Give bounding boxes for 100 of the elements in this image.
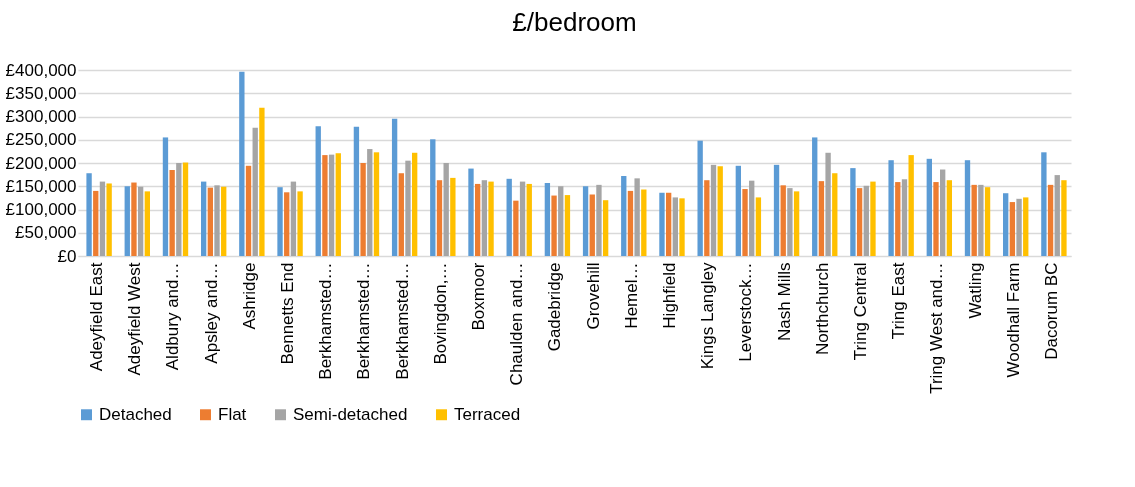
- bar: [564, 195, 571, 256]
- bar: [93, 190, 99, 256]
- bar: [335, 153, 341, 256]
- bar: [780, 185, 786, 256]
- bar: [773, 164, 780, 256]
- x-tick-label: Adeyfield East: [87, 262, 107, 372]
- bar: [926, 158, 932, 256]
- bar: [106, 183, 112, 256]
- x-tick-label: Tring Central: [850, 262, 870, 361]
- x-tick-label: Boxmoor: [469, 262, 489, 331]
- bar: [182, 162, 189, 256]
- y-tick-label: £0: [57, 246, 77, 266]
- bar: [832, 173, 838, 256]
- bar: [214, 185, 220, 256]
- bar: [526, 183, 532, 256]
- bar: [863, 185, 869, 256]
- bar: [850, 168, 856, 256]
- bar: [519, 181, 526, 256]
- x-tick-label: Gadebridge: [545, 262, 565, 352]
- bar: [277, 187, 283, 256]
- y-tick-label: £50,000: [15, 223, 77, 243]
- y-tick-label: £150,000: [5, 176, 77, 196]
- x-tick-label: Apsley and…: [201, 262, 221, 364]
- bar: [391, 118, 398, 256]
- chart-title: £/bedroom: [512, 7, 637, 37]
- y-tick-label: £200,000: [5, 153, 77, 173]
- bar: [621, 176, 627, 256]
- bar: [1047, 184, 1054, 256]
- bar: [940, 169, 946, 256]
- x-tick-label: Woodhall Farm: [1003, 262, 1023, 378]
- y-tick-label: £100,000: [5, 200, 77, 219]
- bar: [169, 169, 175, 256]
- bar: [245, 165, 252, 256]
- bar: [488, 181, 494, 256]
- x-tick-label: Northchurch: [812, 262, 832, 356]
- bar: [672, 197, 678, 256]
- x-tick-label: Kings Langley: [698, 262, 718, 370]
- bar: [793, 191, 800, 256]
- bar: [221, 186, 227, 256]
- bar: [787, 188, 793, 256]
- bar: [443, 163, 449, 256]
- bar: [888, 160, 894, 256]
- bar: [964, 160, 971, 256]
- bar: [360, 163, 366, 256]
- y-tick-label: £350,000: [5, 83, 77, 103]
- bar: [901, 179, 908, 256]
- bar: [405, 160, 411, 256]
- bar: [450, 177, 456, 256]
- bar: [544, 183, 551, 256]
- bar: [430, 139, 436, 256]
- legend-label: Semi-detached: [293, 404, 408, 424]
- bar: [176, 163, 182, 256]
- bar: [131, 182, 137, 256]
- bar: [735, 165, 742, 256]
- bar: [144, 191, 150, 256]
- legend-label: Terraced: [454, 404, 521, 424]
- bar: [634, 178, 640, 256]
- x-tick-label: Highfield: [659, 262, 679, 329]
- bar: [200, 181, 207, 256]
- y-tick-label: £300,000: [5, 107, 77, 126]
- bar: [284, 192, 290, 256]
- x-tick-label: Berkhamsted…: [316, 262, 336, 380]
- bar: [367, 149, 373, 256]
- bar: [710, 164, 717, 256]
- bar: [742, 189, 748, 256]
- y-tick-label: £250,000: [5, 130, 77, 150]
- bar: [1023, 197, 1029, 256]
- x-tick-label: Tring West and…: [927, 262, 947, 394]
- bar: [933, 182, 939, 256]
- x-tick-label: Chaulden and…: [507, 262, 527, 386]
- bar: [641, 189, 647, 256]
- bar: [373, 152, 380, 256]
- bar: [252, 127, 258, 256]
- bar: [697, 140, 703, 256]
- bar: [162, 137, 169, 256]
- bar: [704, 180, 710, 256]
- bar: [239, 71, 245, 256]
- bar: [1054, 175, 1060, 256]
- bar: [870, 181, 876, 256]
- bar: [1041, 152, 1047, 256]
- x-tick-label: Ashridge: [239, 262, 259, 330]
- bar: [551, 195, 557, 256]
- x-tick-label: Bennetts End: [278, 262, 298, 365]
- legend-label: Detached: [99, 404, 172, 424]
- bar: [207, 187, 214, 256]
- bar: [895, 182, 901, 256]
- bar: [627, 190, 634, 256]
- x-tick-label: Dacorum BC: [1041, 262, 1061, 360]
- bar: [475, 183, 481, 256]
- bar: [328, 154, 335, 256]
- bar: [589, 194, 595, 256]
- bar: [1061, 180, 1067, 256]
- x-tick-label: Watling: [965, 262, 985, 319]
- bar: [1016, 198, 1022, 256]
- bar: [679, 198, 685, 256]
- bar: [86, 173, 92, 256]
- bar: [1009, 202, 1016, 256]
- bar: [99, 181, 106, 256]
- bar: [322, 155, 328, 256]
- bar: [908, 155, 914, 256]
